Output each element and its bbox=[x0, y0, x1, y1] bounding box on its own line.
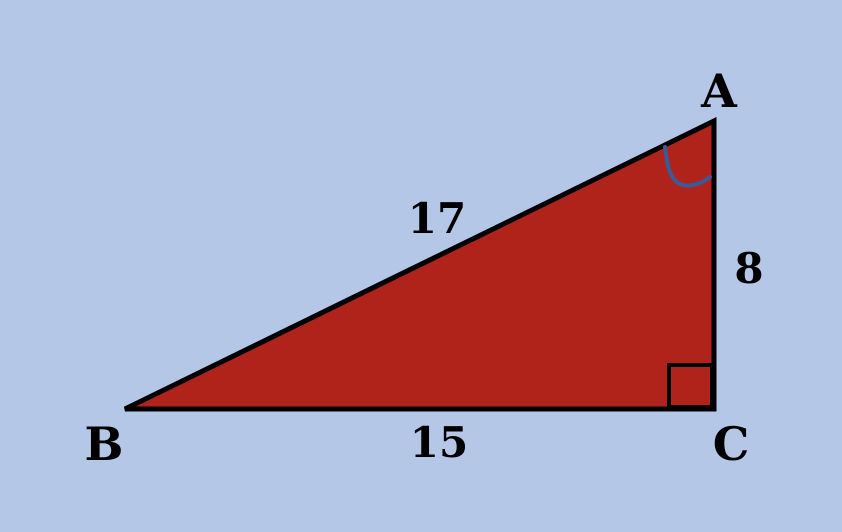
side-label-bc: 15 bbox=[410, 418, 468, 467]
vertex-label-c: C bbox=[713, 417, 750, 471]
angle-arc-mark bbox=[663, 145, 712, 188]
side-label-ac: 8 bbox=[734, 244, 763, 293]
right-angle-mark bbox=[667, 363, 714, 409]
vertex-label-b: B bbox=[85, 417, 124, 471]
vertex-label-a: A bbox=[700, 64, 738, 118]
triangle-abc bbox=[123, 116, 717, 412]
side-label-ab: 17 bbox=[408, 194, 466, 243]
